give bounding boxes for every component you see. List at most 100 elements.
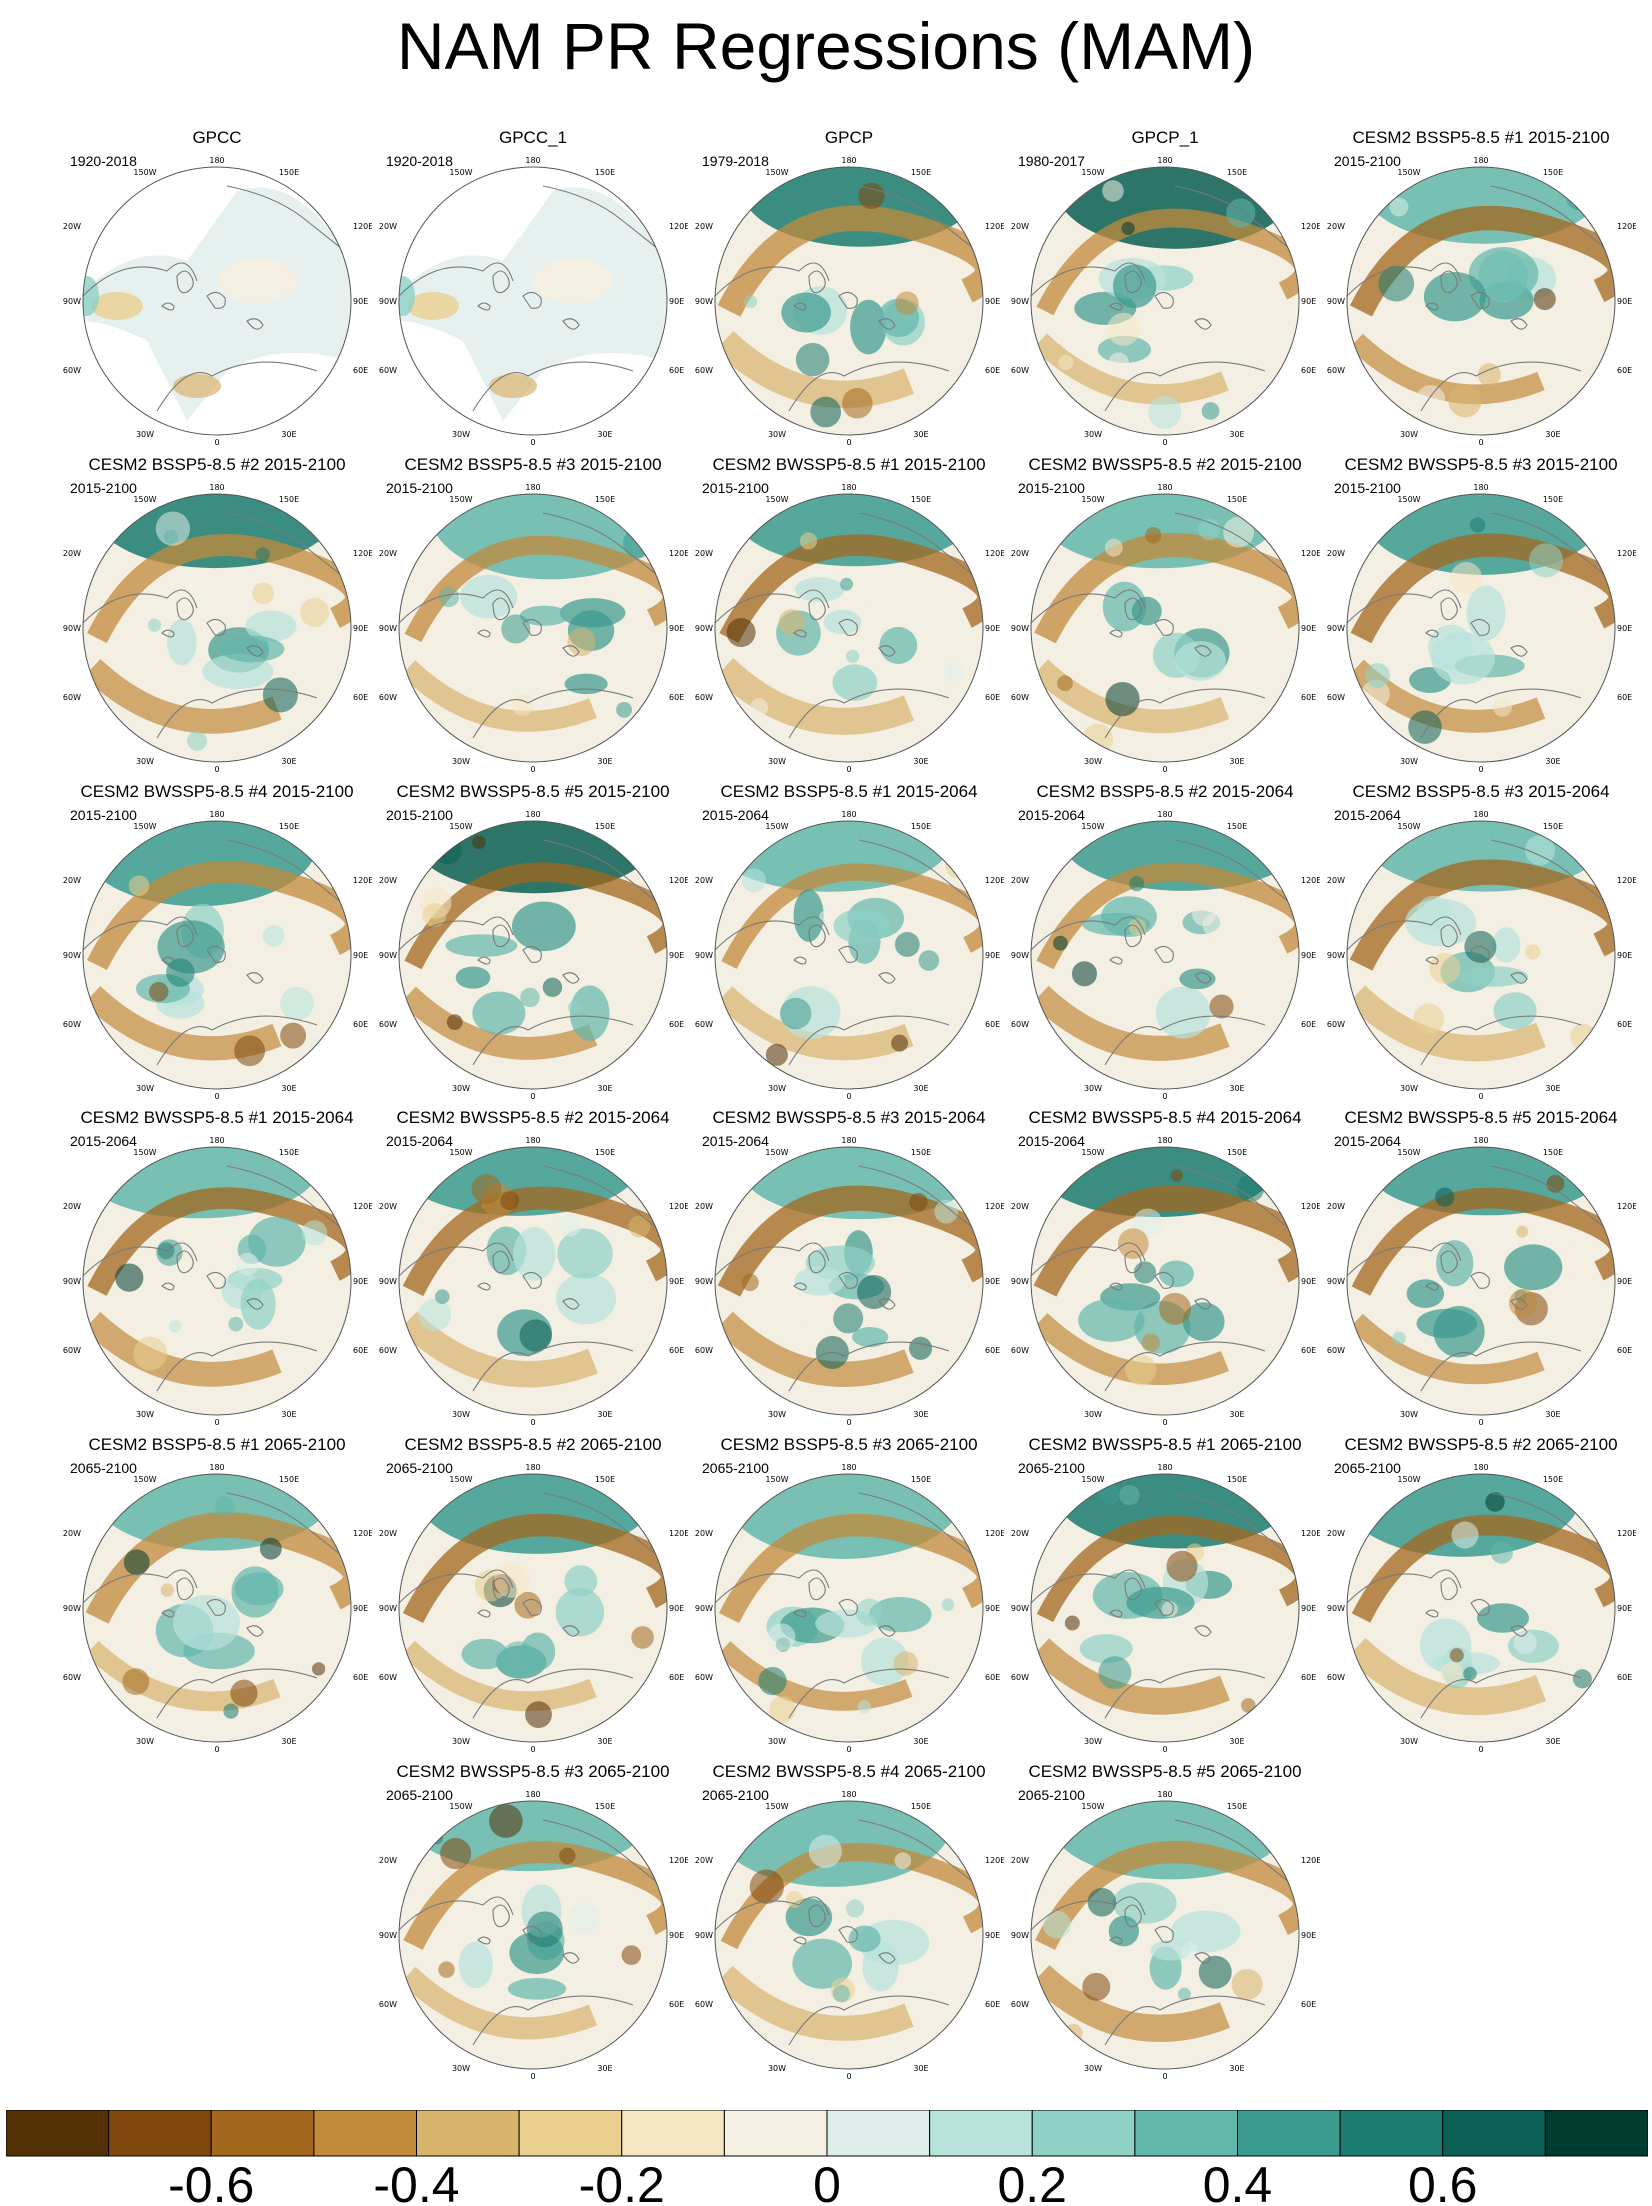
longitude-label: 120W <box>694 1202 713 1211</box>
positive-anomaly <box>414 821 655 894</box>
longitude-label: 60W <box>1011 1346 1029 1355</box>
anomaly-patch <box>438 586 460 608</box>
longitude-label: 90W <box>695 1604 713 1613</box>
polar-map: 180 0 150W 150E 120W 120E 90W 90E 60W 60E 30W 30E <box>1326 483 1636 774</box>
longitude-label: 150W <box>133 822 156 831</box>
coastline <box>477 1282 491 1291</box>
coastline <box>226 512 351 584</box>
coastline <box>1104 688 1266 739</box>
polar-map: 180 0 150W 150E 120W 120E 90W 90E 60W 60E 30W 30E <box>1010 483 1320 774</box>
anomaly-patch <box>1508 1289 1538 1318</box>
longitude-label: 90W <box>1011 297 1029 306</box>
longitude-label: 60W <box>63 366 81 375</box>
colorbar-swatch <box>416 2110 520 2157</box>
longitude-label: 60W <box>379 693 397 702</box>
longitude-label: 120E <box>353 1529 372 1538</box>
panel-period: 2015-2064 <box>1018 1133 1085 1149</box>
coastline <box>176 597 194 621</box>
longitude-label: 30W <box>768 1410 786 1419</box>
anomaly-patch <box>255 547 270 562</box>
positive-anomaly <box>556 1272 617 1325</box>
anomaly-patch <box>308 1036 339 1067</box>
anomaly-patch <box>891 1034 909 1052</box>
anomaly-patch <box>1125 1354 1157 1386</box>
longitude-label: 60E <box>669 366 684 375</box>
coastline <box>1420 688 1582 739</box>
longitude-label: 90E <box>353 1277 368 1286</box>
map-panel: CESM2 BWSSP5-8.5 #4 2065-2100 2065-2100 18… <box>694 1762 1004 2087</box>
map-border <box>82 1473 352 1743</box>
longitude-label: 30W <box>136 430 154 439</box>
anomaly-patch <box>228 1316 244 1332</box>
longitude-label: 30W <box>1084 757 1102 766</box>
longitude-label: 120W <box>694 549 713 558</box>
longitude-label: 60W <box>1327 366 1345 375</box>
polar-map: 180 0 150W 150E 120W 120E 90W 90E 60W 60E 30W 30E <box>378 1136 688 1427</box>
coastline <box>156 1015 318 1066</box>
coastline <box>399 916 514 951</box>
longitude-label: 60E <box>669 1020 684 1029</box>
longitude-label: 30W <box>136 1410 154 1419</box>
coastline <box>1104 1995 1266 2046</box>
longitude-label: 120W <box>378 1856 397 1865</box>
positive-anomaly <box>1126 1586 1195 1619</box>
polar-map: 180 0 150W 150E 120W 120E 90W 90E 60W 60E 30W 30E <box>694 156 1004 447</box>
colorbar-swatch <box>1544 2110 1648 2157</box>
anomaly-patch <box>1108 352 1129 373</box>
longitude-label: 120W <box>62 1529 81 1538</box>
anomaly-patch <box>1166 1550 1198 1582</box>
coastline <box>788 688 950 739</box>
positive-anomaly <box>1170 1910 1241 1953</box>
polar-map: 180 0 150W 150E 120W 120E 90W 90E 60W 60E 30W 30E <box>1010 810 1320 1101</box>
anomaly-patch <box>1231 1968 1263 2000</box>
coastline <box>492 1250 510 1274</box>
longitude-label: 90E <box>1301 297 1316 306</box>
colorbar-swatch <box>1031 2110 1136 2157</box>
coastline <box>226 839 351 911</box>
map-border <box>82 166 352 436</box>
positive-anomaly <box>868 1596 932 1633</box>
positive-anomaly <box>472 991 526 1035</box>
negative-anomaly <box>402 1513 667 1624</box>
longitude-label: 90W <box>63 951 81 960</box>
coastline <box>156 1668 318 1719</box>
longitude-label: 90W <box>63 1604 81 1613</box>
anomaly-patch <box>1572 1669 1592 1689</box>
coastline <box>1104 1668 1266 1719</box>
anomaly-patch <box>744 295 758 309</box>
longitude-label: 180 <box>1473 156 1488 165</box>
coastline <box>542 1165 667 1237</box>
panel-period: 2015-2064 <box>1018 807 1085 823</box>
longitude-label: 180 <box>1473 810 1488 819</box>
longitude-label: 0 <box>214 438 219 447</box>
longitude-label: 150E <box>911 822 931 831</box>
colorbar-swatch <box>518 2110 623 2157</box>
negative-anomaly <box>718 1513 983 1624</box>
coastline <box>1490 512 1615 584</box>
coastline <box>477 956 491 965</box>
longitude-label: 30E <box>597 2064 612 2073</box>
coastline <box>793 1936 807 1945</box>
longitude-label: 60W <box>1011 366 1029 375</box>
coastline <box>1440 1577 1458 1601</box>
longitude-label: 120E <box>985 876 1004 885</box>
map-border <box>398 1146 668 1416</box>
coastline <box>472 1341 634 1392</box>
land-field <box>399 187 667 421</box>
longitude-label: 60E <box>1617 1020 1632 1029</box>
map-panel: CESM2 BSSP5-8.5 #3 2015-2064 2015-2064 180… <box>1326 782 1636 1107</box>
coastline <box>1510 1625 1528 1637</box>
map-panel: CESM2 BWSSP5-8.5 #4 2015-2064 2015-2064 18… <box>1010 1108 1320 1433</box>
negative-anomaly <box>1031 985 1230 1061</box>
panel-title: CESM2 BSSP5-8.5 #3 2015-2064 <box>1352 782 1610 801</box>
panel-period: 2015-2100 <box>386 807 453 823</box>
negative-anomaly <box>400 986 598 1060</box>
longitude-label: 180 <box>1157 483 1172 492</box>
longitude-label: 30W <box>1084 1410 1102 1419</box>
longitude-label: 90W <box>1011 1277 1029 1286</box>
longitude-label: 0 <box>530 1092 535 1101</box>
panel-period: 2065-2100 <box>386 1460 453 1476</box>
coastline <box>1124 270 1142 294</box>
positive-anomaly <box>832 664 878 701</box>
longitude-label: 90E <box>1301 1931 1316 1940</box>
